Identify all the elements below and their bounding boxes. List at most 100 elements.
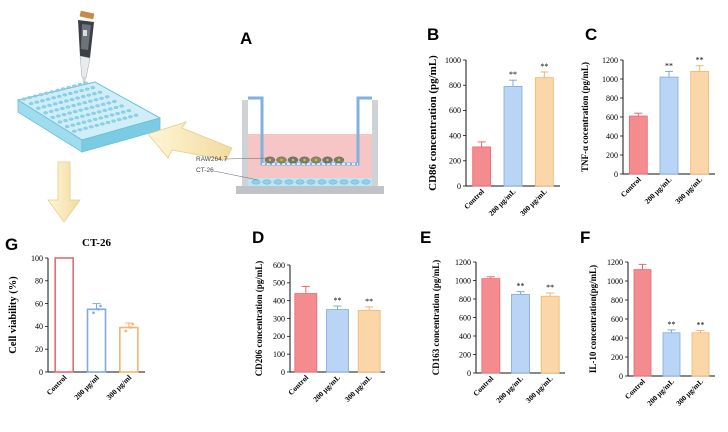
y-tick-label: 500 [273, 279, 285, 288]
bar-200 [503, 86, 523, 187]
replicate-point [92, 311, 95, 315]
y-tick-label: 0 [457, 182, 461, 191]
replicate-point [99, 304, 102, 308]
y-tick-label: 200 [611, 353, 623, 362]
chart-e: 0 200 400 600 800 1000 1200 CD163 concentration… [431, 258, 565, 405]
y-tick-label: 600 [459, 313, 471, 322]
x-category-label: 200 μg/mL [643, 175, 674, 206]
bar-300 [357, 310, 381, 373]
x-category-label: 200 μg/mL [645, 377, 676, 408]
x-category-label: 200 μg/ml [72, 373, 101, 402]
significance-mark: ** [365, 297, 373, 306]
bar-300 [690, 71, 710, 175]
y-tick-label: 1000 [445, 56, 461, 65]
replicate-point [124, 329, 128, 333]
x-category-label: Control [286, 373, 310, 397]
bar-200 [326, 309, 349, 373]
x-category-label: 300 μg/mL [524, 374, 555, 405]
y-tick-label: 800 [611, 296, 623, 305]
y-tick-label: 1000 [602, 75, 618, 84]
x-category-label: 300 μg/mL [673, 175, 704, 206]
bar-300 [691, 332, 710, 377]
chart-d: 0 100 200 300 400 500 600 CD206 concentration (… [254, 261, 385, 404]
y-axis-title: Cell viability (%) [8, 276, 19, 354]
y-tick-label: 1200 [607, 258, 623, 267]
chart-b: 0 200 400 600 800 1000 CD86 concentration (pg/… [427, 55, 560, 218]
panel-label-b: B [427, 25, 439, 44]
chart-f: 0 200 400 600 800 1000 1200 IL-10 concentration… [588, 258, 715, 408]
replicate-point [131, 322, 135, 326]
panel-label-d: D [252, 228, 264, 247]
y-tick-label: 800 [606, 94, 618, 103]
bar-200 [659, 76, 679, 175]
ct26-label: CT-26 [196, 167, 214, 174]
panel-label-e: E [420, 228, 431, 247]
pipette-icon [78, 10, 95, 88]
y-axis-title: IL-10 concentration(pg/mL) [588, 265, 598, 373]
y-tick-label: 0 [467, 369, 471, 378]
y-tick-label: 400 [273, 296, 285, 305]
significance-mark: ** [696, 56, 704, 65]
bar-control [294, 293, 318, 373]
replicate-point [129, 326, 133, 329]
y-tick-label: 300 [273, 314, 285, 323]
y-tick-label: 0 [281, 368, 285, 377]
significance-mark: ** [546, 283, 554, 292]
y-tick-label: 400 [449, 131, 461, 140]
y-tick-label: 40 [35, 322, 43, 331]
bar-200 [86, 308, 107, 373]
significance-mark: ** [334, 296, 342, 305]
bar-300 [119, 326, 139, 373]
panel-label-c: C [585, 25, 597, 44]
x-category-label: 300 μg/mL [518, 187, 549, 218]
bar-control [633, 269, 652, 377]
bar-200 [662, 332, 681, 377]
y-axis-title: TNF-α cocentration (pg/mL) [580, 62, 590, 172]
y-tick-label: 200 [273, 332, 285, 341]
y-tick-label: 200 [606, 151, 618, 160]
arrow-icon [47, 121, 233, 223]
y-tick-label: 600 [273, 261, 285, 270]
y-tick-label: 1000 [455, 276, 471, 285]
x-category-label: 300 μg/mL [674, 377, 705, 408]
x-category-label: 200 μg/mL [311, 373, 342, 404]
bar-300 [540, 295, 560, 374]
transwell-icon [236, 96, 384, 194]
chart-c: 0 200 400 600 800 1000 1200 TNF-α cocentration … [580, 56, 715, 206]
x-category-label: Control [623, 377, 647, 401]
bar-300 [534, 77, 554, 187]
significance-mark: ** [517, 282, 525, 291]
chart-title: CT-26 [82, 237, 111, 249]
x-category-label: Control [471, 374, 495, 398]
y-tick-label: 200 [449, 157, 461, 166]
y-tick-label: 0 [614, 170, 618, 179]
panel-label-f: F [580, 228, 590, 247]
y-tick-label: 0 [39, 368, 43, 377]
x-category-label: Control [45, 373, 69, 397]
y-tick-label: 800 [459, 295, 471, 304]
significance-mark: ** [509, 70, 517, 79]
y-tick-label: 400 [459, 332, 471, 341]
bar-control [481, 278, 501, 374]
bar-control [472, 146, 492, 187]
y-tick-label: 1000 [607, 277, 623, 286]
y-axis-title: CD86 concentration (pg/mL) [427, 55, 439, 191]
y-tick-label: 1200 [455, 258, 471, 267]
significance-mark: ** [665, 61, 673, 70]
y-tick-label: 400 [611, 334, 623, 343]
replicate-point [97, 308, 100, 311]
y-tick-label: 400 [606, 132, 618, 141]
panel-label-a: A [240, 29, 252, 48]
y-tick-label: 20 [35, 345, 43, 354]
y-tick-label: 600 [611, 315, 623, 324]
significance-mark: ** [540, 62, 548, 71]
y-tick-label: 600 [449, 106, 461, 115]
x-category-label: 200 μg/mL [494, 374, 525, 405]
raw264-label: RAW264.7 [196, 156, 228, 163]
x-category-label: 300 μg/mL [343, 373, 374, 404]
x-category-label: Control [462, 187, 486, 211]
y-axis-title: CD163 concentration (pg/mL) [431, 260, 441, 376]
panel-label-g: G [5, 235, 18, 254]
y-tick-label: 600 [606, 113, 618, 122]
